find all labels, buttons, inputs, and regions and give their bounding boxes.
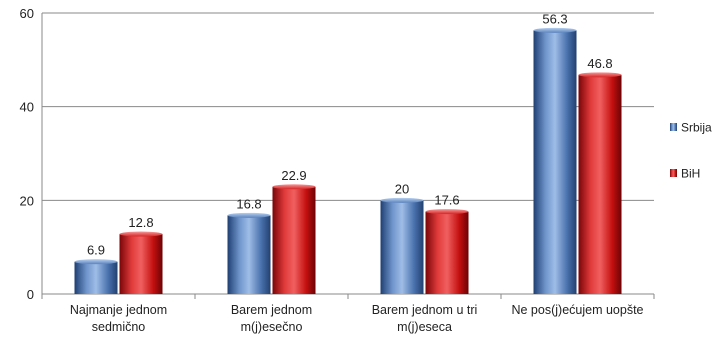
data-label: 16.8 [236, 196, 261, 211]
legend-label: BiH [681, 167, 700, 181]
bar-srbija [533, 30, 577, 294]
data-label: 20 [395, 181, 409, 196]
bar-top-highlight [227, 212, 271, 218]
legend: Srbija BiH [670, 121, 712, 181]
x-category-label: Barem jednom u tri m(j)eseca [372, 303, 478, 334]
y-tick-label: 40 [20, 100, 34, 115]
bar-top-highlight [380, 197, 424, 203]
bars [74, 27, 622, 294]
y-tick-label: 20 [20, 193, 34, 208]
bar-srbija [380, 200, 424, 294]
legend-swatch-srbija [670, 123, 677, 131]
data-label: 12.8 [128, 215, 153, 230]
legend-label: Srbija [681, 121, 712, 135]
data-label: 22.9 [281, 168, 306, 183]
x-category-label: Najmanje jednom sedmično [70, 303, 167, 334]
bar-top-highlight [272, 184, 316, 190]
x-category-label: Ne pos(j)ećujem uopšte [511, 303, 643, 317]
bar-bih [425, 211, 469, 294]
bar-top-highlight [425, 209, 469, 215]
bar-srbija [74, 261, 118, 294]
data-label: 6.9 [87, 243, 105, 258]
legend-swatch-bih [670, 169, 677, 177]
bar-top-highlight [533, 27, 577, 33]
bar-top-highlight [578, 72, 622, 78]
data-label: 56.3 [542, 11, 567, 26]
data-label: 17.6 [434, 193, 459, 208]
bar-bih [119, 234, 163, 294]
bar-top-highlight [74, 259, 118, 265]
y-tick-label: 0 [27, 287, 34, 302]
x-category-label: Barem jednom m(j)esečno [231, 303, 312, 334]
data-labels: 6.9 12.8 16.8 22.9 20 17.6 56.3 46.8 [87, 11, 613, 257]
y-tick-label: 60 [20, 6, 34, 21]
bar-bih [578, 74, 622, 294]
data-label: 46.8 [587, 56, 612, 71]
bar-bih [272, 186, 316, 294]
bar-top-highlight [119, 231, 163, 237]
bar-srbija [227, 215, 271, 294]
